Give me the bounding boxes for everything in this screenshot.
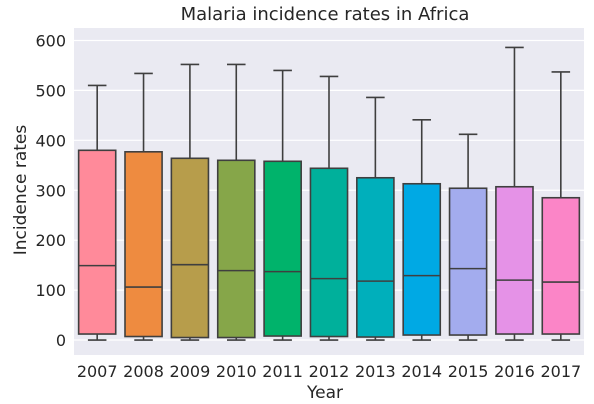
box-body-2013 xyxy=(356,176,395,338)
box-2013 xyxy=(356,96,395,341)
x-tick-label-2012: 2012 xyxy=(309,362,350,381)
x-tick-label-2010: 2010 xyxy=(216,362,257,381)
box-2008 xyxy=(124,72,163,341)
x-tick-label-2008: 2008 xyxy=(123,362,164,381)
box-2015 xyxy=(448,133,488,341)
boxes xyxy=(77,46,581,341)
x-tick-label-2007: 2007 xyxy=(77,362,118,381)
y-tick-label-100: 100 xyxy=(35,281,66,300)
x-tick-label-2013: 2013 xyxy=(355,362,396,381)
box-body-2007 xyxy=(77,149,117,335)
box-body-2014 xyxy=(402,182,442,336)
box-body-2011 xyxy=(263,160,302,337)
box-2016 xyxy=(495,46,534,341)
box-2017 xyxy=(541,71,581,341)
x-axis-title: Year xyxy=(306,383,343,403)
y-tick-label-200: 200 xyxy=(35,231,66,250)
y-axis-title: Incidence rates xyxy=(11,125,31,256)
x-tick-label-2011: 2011 xyxy=(262,362,303,381)
y-tick-label-600: 600 xyxy=(35,31,66,50)
box-2009 xyxy=(170,63,210,341)
box-body-2017 xyxy=(541,196,581,335)
x-tick-label-2014: 2014 xyxy=(401,362,442,381)
box-2012 xyxy=(309,75,349,341)
x-tick-label-2017: 2017 xyxy=(540,362,581,381)
y-tick-label-300: 300 xyxy=(35,181,66,200)
x-tick-label-2016: 2016 xyxy=(494,362,535,381)
x-tick-labels: 2007 2008 2009 2010 2011 2012 2013 2014 2015 2016… xyxy=(77,362,581,381)
x-tick-label-2015: 2015 xyxy=(448,362,489,381)
box-body-2010 xyxy=(216,159,256,339)
x-tick-label-2009: 2009 xyxy=(170,362,211,381)
box-body-2012 xyxy=(309,167,349,338)
y-tick-labels: 0 100 200 300 400 500 600 xyxy=(35,31,66,350)
box-2011 xyxy=(263,69,302,341)
y-tick-label-500: 500 xyxy=(35,81,66,100)
box-body-2008 xyxy=(124,151,163,338)
y-tick-label-0: 0 xyxy=(56,331,66,350)
box-2014 xyxy=(402,119,442,341)
box-body-2016 xyxy=(495,185,534,335)
y-tick-label-400: 400 xyxy=(35,131,66,150)
box-body-2015 xyxy=(448,187,488,336)
box-2010 xyxy=(216,63,256,341)
box-2007 xyxy=(77,84,117,341)
box-body-2009 xyxy=(170,157,210,339)
chart-title: Malaria incidence rates in Africa xyxy=(181,4,470,25)
